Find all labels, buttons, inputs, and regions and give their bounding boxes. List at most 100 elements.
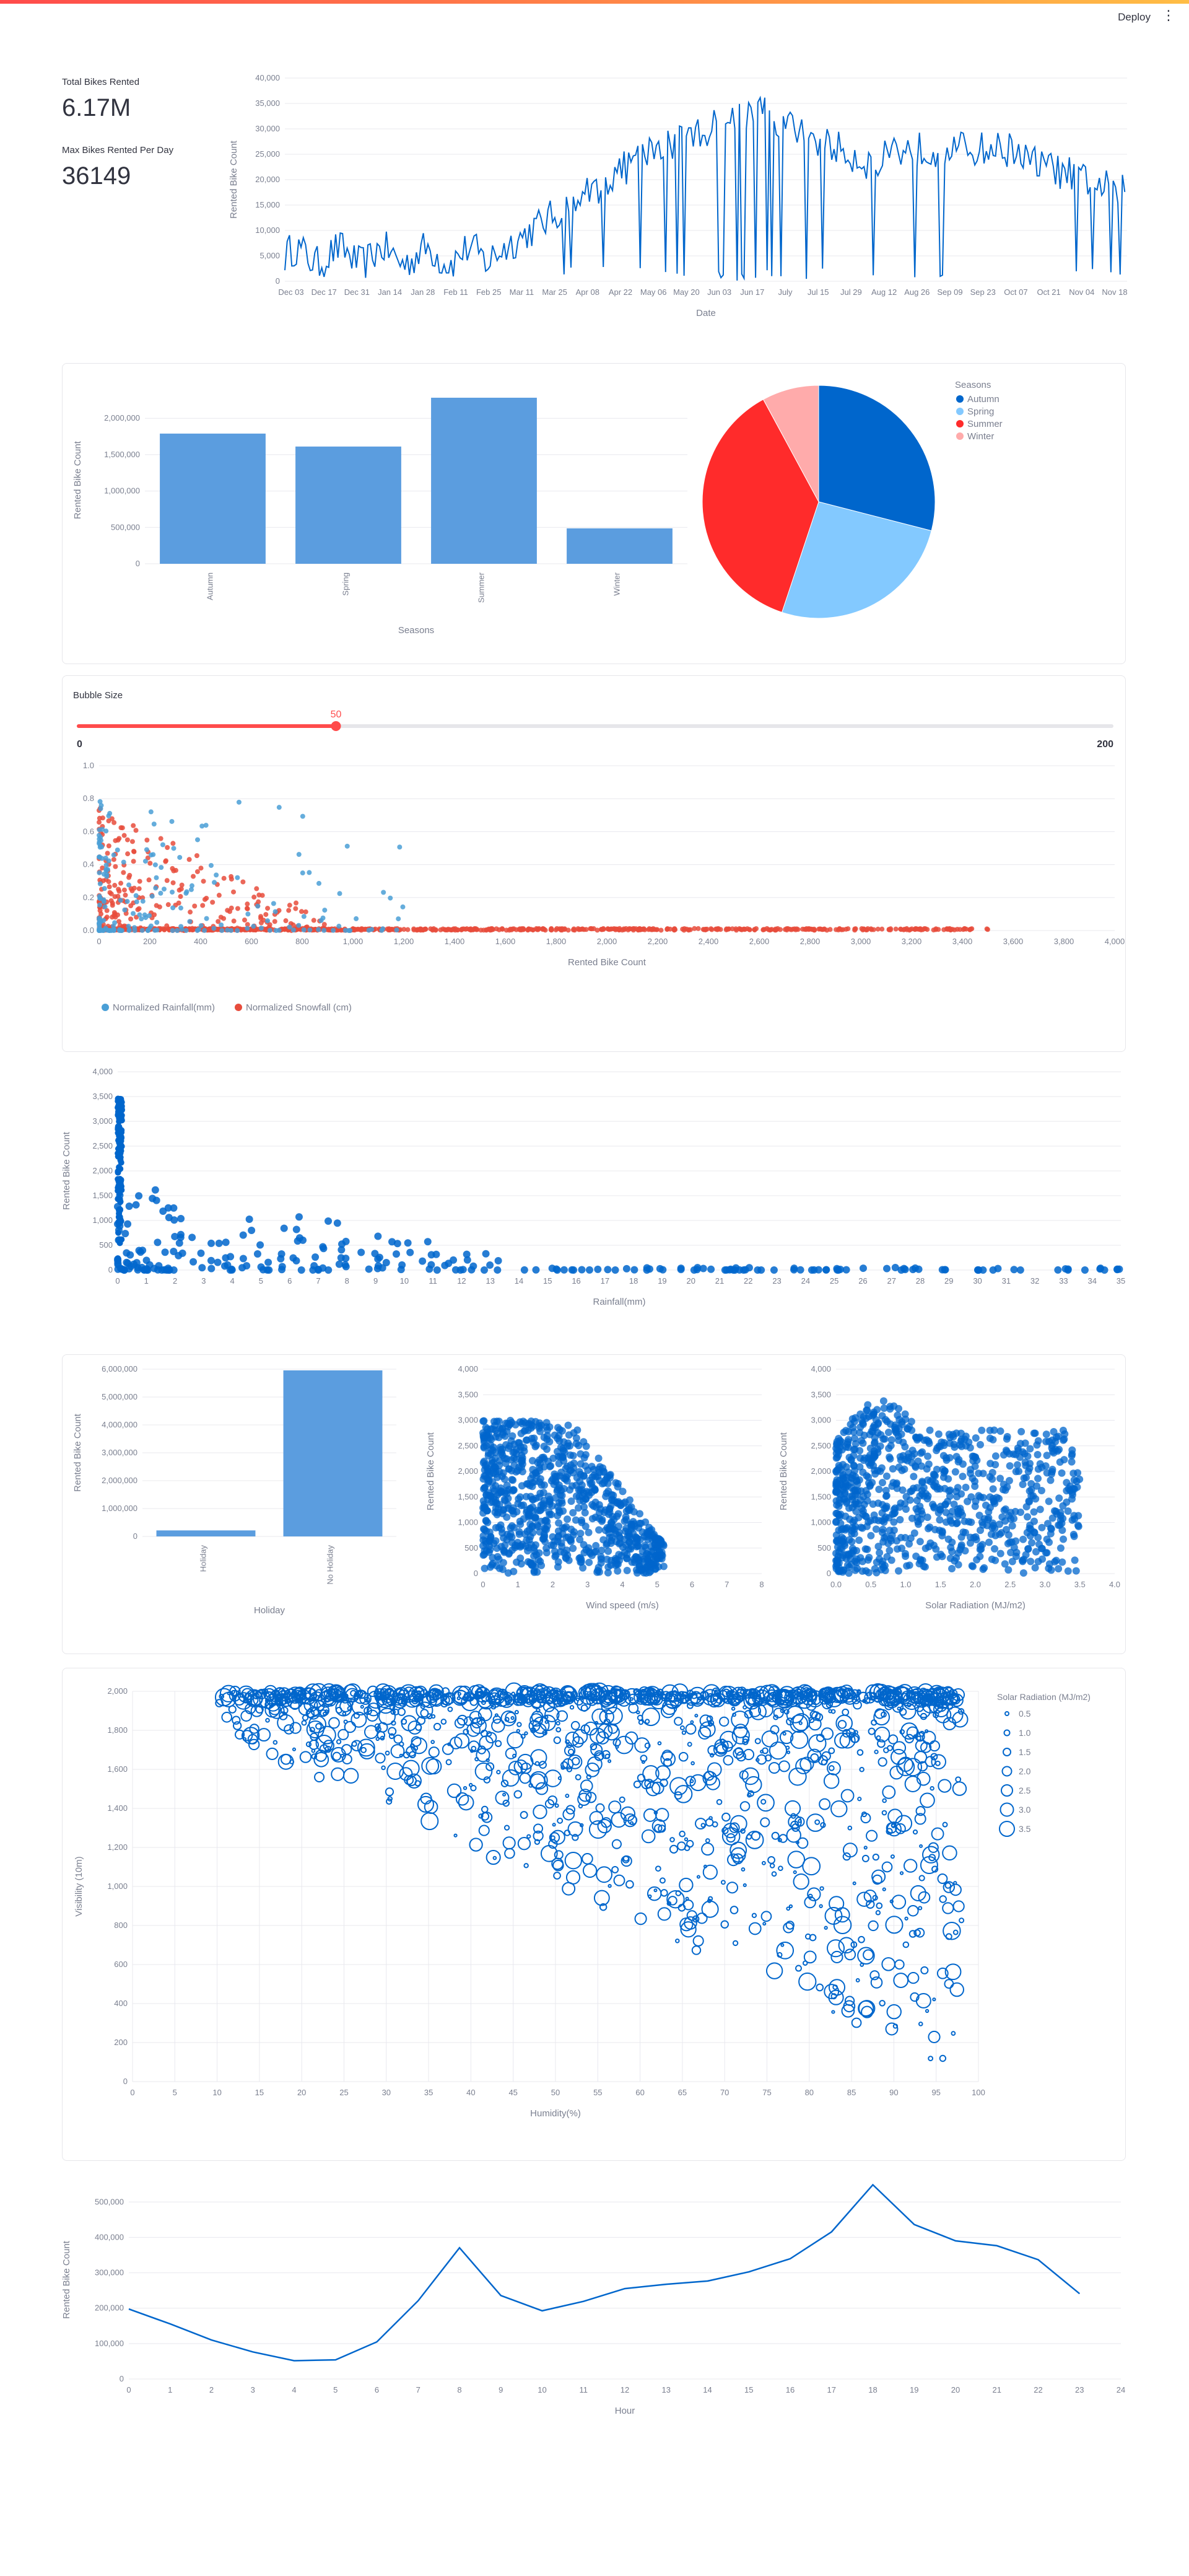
deploy-button[interactable]: Deploy: [1118, 11, 1151, 23]
rainfall-point: [196, 927, 201, 932]
data-point: [135, 1246, 143, 1255]
x-tick-label: 5: [655, 1580, 660, 1589]
bubble: [850, 1941, 858, 1948]
data-point: [847, 1561, 855, 1569]
snowfall-point: [108, 898, 114, 903]
bubble: [458, 1794, 474, 1811]
data-point: [542, 1516, 550, 1524]
bubble: [915, 1806, 926, 1816]
data-point: [577, 1517, 585, 1525]
data-point: [1012, 1468, 1020, 1476]
bubble: [341, 1744, 352, 1755]
bubble: [682, 1695, 687, 1699]
bubble: [833, 1916, 852, 1935]
snowfall-point: [658, 927, 664, 933]
bubble: [881, 1810, 887, 1816]
data-point: [546, 1423, 554, 1431]
data-point: [890, 1518, 898, 1526]
data-point: [946, 1486, 954, 1494]
data-point: [572, 1439, 580, 1447]
data-point: [264, 1258, 272, 1266]
data-point: [1059, 1426, 1067, 1434]
data-point: [902, 1415, 910, 1423]
data-point: [867, 1531, 875, 1540]
vertical-dots-icon[interactable]: ⋮: [1162, 7, 1175, 23]
data-point: [922, 1490, 930, 1498]
rainfall-point: [321, 927, 327, 933]
data-point: [941, 1467, 949, 1475]
bubble: [910, 1992, 920, 2002]
data-point: [596, 1505, 604, 1513]
bubble: [925, 1729, 929, 1733]
bubble: [818, 1688, 829, 1699]
data-point: [555, 1532, 563, 1540]
y-tick-label: 2,500: [458, 1441, 478, 1450]
legend-label-summer: Summer: [967, 419, 1003, 429]
data-point: [936, 1505, 944, 1514]
data-point: [1047, 1525, 1055, 1533]
x-tick-label: 23: [772, 1276, 781, 1286]
data-point: [118, 1133, 124, 1140]
data-point: [923, 1514, 931, 1522]
snowfall-point: [571, 926, 577, 932]
bubble: [939, 1895, 947, 1903]
data-point: [849, 1518, 857, 1526]
snowfall-point: [131, 849, 136, 854]
bubble: [516, 1728, 520, 1733]
x-tick-label: Spring: [341, 572, 351, 596]
rainfall-point: [379, 927, 385, 933]
y-tick-label: 4,000: [811, 1364, 831, 1373]
bubble: [916, 1771, 931, 1786]
bubble: [630, 1821, 634, 1825]
rainfall-point: [388, 895, 393, 901]
bubble: [342, 1768, 359, 1784]
snowfall-point: [189, 926, 195, 931]
data-point: [869, 1411, 878, 1419]
data-point: [1081, 1266, 1089, 1274]
data-point: [630, 1520, 638, 1528]
bubble: [819, 1886, 824, 1891]
bubble-size-slider[interactable]: 500 200: [73, 705, 1113, 750]
data-point: [549, 1541, 557, 1549]
data-point: [1026, 1445, 1034, 1453]
bubble: [706, 1715, 713, 1722]
bubble: [353, 1689, 368, 1704]
rainfall-point: [394, 927, 399, 933]
metric-value-total: 6.17M: [62, 94, 131, 121]
data-point: [844, 1438, 852, 1446]
data-point: [463, 1250, 471, 1258]
data-point: [898, 1466, 906, 1474]
bubble: [642, 1707, 660, 1727]
data-point: [499, 1506, 507, 1514]
rainfall-point: [137, 912, 142, 918]
data-point: [117, 1165, 124, 1172]
bubble: [844, 1948, 856, 1961]
x-tick-label: 20: [297, 2088, 306, 2097]
x-tick-label: Winter: [612, 572, 622, 595]
data-point: [851, 1445, 859, 1453]
rainfall-point: [148, 809, 154, 815]
bubble: [799, 1756, 814, 1771]
data-point: [1020, 1474, 1028, 1482]
snowfall-point: [147, 861, 153, 866]
data-point: [425, 1265, 433, 1273]
data-point: [161, 1248, 169, 1256]
bubble: [553, 1736, 561, 1745]
data-point: [576, 1536, 584, 1544]
data-point: [525, 1536, 533, 1544]
bubble: [780, 1708, 785, 1714]
data-point: [580, 1472, 588, 1480]
bubble: [788, 1767, 807, 1786]
bubble: [241, 1730, 253, 1741]
bar-spring: [295, 446, 401, 564]
snowfall-point: [118, 880, 124, 886]
bubble: [684, 1837, 689, 1842]
bubble: [881, 1957, 895, 1971]
data-point: [642, 1518, 650, 1526]
data-point: [524, 1480, 532, 1488]
data-point: [214, 1258, 222, 1266]
data-point: [989, 1485, 997, 1493]
x-tick-label: 0.0: [830, 1580, 842, 1589]
snowfall-point: [299, 909, 305, 914]
data-point: [479, 1417, 487, 1425]
